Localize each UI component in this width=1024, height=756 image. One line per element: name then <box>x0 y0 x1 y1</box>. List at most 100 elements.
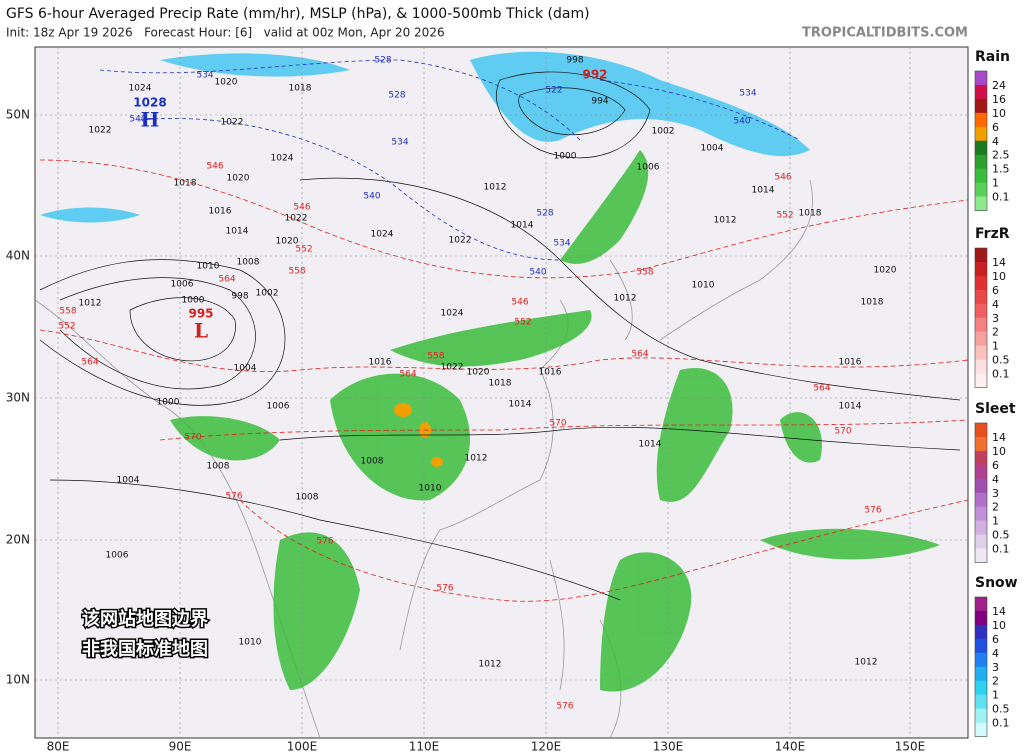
isobar-label: 1016 <box>369 358 392 368</box>
isobar-label: 1022 <box>285 214 308 224</box>
legend-swatch <box>975 520 987 536</box>
legend-swatch <box>975 289 987 305</box>
legend-swatch <box>975 303 987 319</box>
isobar-label: 1020 <box>227 174 250 184</box>
legend-frame <box>974 596 988 737</box>
legend-swatch <box>975 722 987 737</box>
thickness-label: 570 <box>184 433 201 443</box>
isobar-label: 1018 <box>174 179 197 189</box>
legend-label: 2 <box>992 675 999 688</box>
isobar-label: 1024 <box>129 84 152 94</box>
isobar-label: 1010 <box>419 484 442 494</box>
legend-title: Sleet <box>975 401 1016 417</box>
legend-title: Snow <box>975 575 1018 591</box>
thickness-cold-lines <box>99 59 801 261</box>
notice-line: 该网站地图边界 <box>82 608 208 630</box>
legend-label: 2 <box>992 501 999 514</box>
lon-label: 100E <box>287 740 318 754</box>
isobar-label: 1006 <box>637 163 660 173</box>
legend-label: 0.5 <box>992 703 1010 716</box>
legend-swatch <box>975 478 987 494</box>
isobar-label: 1004 <box>234 364 257 374</box>
legend-swatch <box>975 708 987 724</box>
lon-label: 140E <box>775 740 806 754</box>
thickness-label: 576 <box>436 584 453 594</box>
isobar-label: 1006 <box>106 551 129 561</box>
center-letter: L <box>194 319 208 343</box>
thickness-label: 552 <box>514 318 531 328</box>
isobar-label: 1012 <box>79 299 102 309</box>
isobar-label: 1000 <box>182 296 205 306</box>
isobar-label: 1012 <box>484 183 507 193</box>
thickness-label: 576 <box>864 506 881 516</box>
isobar-label: 1016 <box>839 358 862 368</box>
legend-label: 24 <box>992 79 1006 92</box>
isobar-label: 1014 <box>839 402 862 412</box>
thickness-label: 564 <box>81 358 98 368</box>
isobar-label: 998 <box>231 292 248 302</box>
legend-swatch <box>975 98 987 114</box>
isobar-label: 1012 <box>614 294 637 304</box>
isobar-label: 1014 <box>509 400 532 410</box>
lon-label: 120E <box>531 740 562 754</box>
rain-areas <box>170 150 940 692</box>
legend-title: FrzR <box>975 226 1010 242</box>
thickness-label: 540 <box>733 117 750 127</box>
isobar-label: 1014 <box>511 221 534 231</box>
isobar-label: 1012 <box>855 658 878 668</box>
isobar-label: 1006 <box>267 402 290 412</box>
thickness-label: 558 <box>636 268 653 278</box>
legend-swatch <box>975 71 987 86</box>
legend-label: 10 <box>992 107 1006 120</box>
thickness-label: 558 <box>288 267 305 277</box>
map <box>34 46 969 739</box>
thickness-label: 570 <box>834 427 851 437</box>
legend-swatch <box>975 694 987 710</box>
thickness-label: 558 <box>59 307 76 317</box>
legend-label: 3 <box>992 312 999 325</box>
isobar-label: 1016 <box>209 207 232 217</box>
thickness-label: 570 <box>549 419 566 429</box>
isobar-label: 998 <box>566 56 583 66</box>
isobar-label: 1008 <box>207 462 230 472</box>
legend-swatch <box>975 597 987 612</box>
lon-label: 90E <box>169 740 192 754</box>
thickness-label: 528 <box>536 209 553 219</box>
legend-swatch <box>975 373 987 388</box>
legend-label: 10 <box>992 270 1006 283</box>
legend-swatch <box>975 506 987 522</box>
legend-label: 16 <box>992 93 1006 106</box>
thickness-warm-lines <box>39 159 969 602</box>
isobar-label: 1022 <box>221 118 244 128</box>
legend-swatch <box>975 464 987 480</box>
isobar-label: 1010 <box>239 638 262 648</box>
watermark: TROPICALTIDBITS.COM <box>802 26 968 41</box>
isobar-label: 1024 <box>271 154 294 164</box>
lat-label: 40N <box>6 249 30 263</box>
isobar-label: 1014 <box>752 186 775 196</box>
center-letter: H <box>141 108 160 132</box>
legend-swatch <box>975 624 987 640</box>
legend-swatch <box>975 436 987 452</box>
lat-label: 30N <box>6 391 30 405</box>
lat-label: 20N <box>6 533 30 547</box>
thickness-label: 576 <box>225 492 242 502</box>
legend-swatch <box>975 652 987 668</box>
thickness-label: 564 <box>631 350 648 360</box>
legend-label: 6 <box>992 459 999 472</box>
legend-label: 6 <box>992 121 999 134</box>
legend-swatch <box>975 248 987 263</box>
isobar-label: 1014 <box>226 227 249 237</box>
isobar-label: 1010 <box>692 281 715 291</box>
thickness-label: 546 <box>206 162 223 172</box>
isobar-label: 1024 <box>441 309 464 319</box>
legend-label: 1 <box>992 177 999 190</box>
title: GFS 6-hour Averaged Precip Rate (mm/hr),… <box>6 6 590 22</box>
legend-swatch <box>975 331 987 347</box>
isobar-label: 1014 <box>639 440 662 450</box>
thickness-label: 540 <box>129 115 146 125</box>
thickness-label: 528 <box>374 56 391 66</box>
legend-label: 1 <box>992 689 999 702</box>
thickness-label: 528 <box>388 91 405 101</box>
